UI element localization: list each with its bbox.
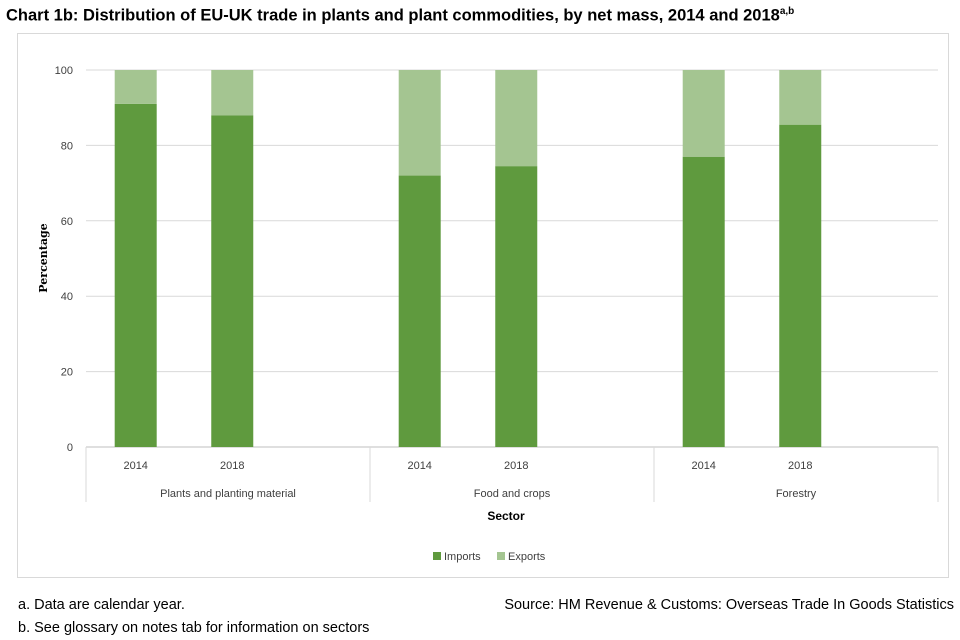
bar-exports-forestry-2014 <box>682 70 725 157</box>
x-tick-label: 2018 <box>788 460 812 472</box>
bar-imports-food-and-crops-2014 <box>398 175 441 447</box>
bar-imports-forestry-2014 <box>682 156 725 447</box>
y-tick-label: 100 <box>55 65 73 77</box>
legend-label-imports: Imports <box>444 551 481 563</box>
y-axis-title: Percentage <box>37 223 50 292</box>
bar-exports-plants-and-planting-material-2014 <box>114 70 157 104</box>
x-tick-label: 2014 <box>123 460 147 472</box>
x-tick-label: 2014 <box>691 460 715 472</box>
bar-exports-forestry-2018 <box>779 70 822 125</box>
bar-exports-food-and-crops-2014 <box>398 70 441 176</box>
x-tick-label: 2018 <box>504 460 528 472</box>
y-tick-label: 60 <box>61 216 73 228</box>
bar-exports-plants-and-planting-material-2018 <box>211 70 254 116</box>
title-superscript: a,b <box>779 6 795 17</box>
y-tick-label: 80 <box>61 140 73 152</box>
x-axis-title: Sector <box>487 509 525 523</box>
footnote-a: a. Data are calendar year. <box>18 597 185 613</box>
legend-swatch-imports <box>433 552 441 560</box>
sector-label: Forestry <box>776 488 817 500</box>
sector-label: Plants and planting material <box>160 488 296 500</box>
bar-imports-plants-and-planting-material-2018 <box>211 115 254 448</box>
bar-imports-food-and-crops-2018 <box>495 166 538 447</box>
footnote-b: b. See glossary on notes tab for informa… <box>18 620 370 636</box>
legend-label-exports: Exports <box>508 551 546 563</box>
bar-imports-forestry-2018 <box>779 124 822 447</box>
x-tick-label: 2018 <box>220 460 244 472</box>
chart-title: Chart 1b: Distribution of EU-UK trade in… <box>6 6 795 25</box>
y-tick-label: 20 <box>61 367 73 379</box>
y-tick-label: 40 <box>61 291 73 303</box>
chart-area <box>17 33 949 578</box>
sector-label: Food and crops <box>474 488 551 500</box>
legend-swatch-exports <box>497 552 505 560</box>
source-note: Source: HM Revenue & Customs: Overseas T… <box>504 597 954 613</box>
bar-imports-plants-and-planting-material-2014 <box>114 103 157 448</box>
x-tick-label: 2014 <box>407 460 431 472</box>
y-tick-label: 0 <box>67 442 73 454</box>
bar-exports-food-and-crops-2018 <box>495 70 538 167</box>
